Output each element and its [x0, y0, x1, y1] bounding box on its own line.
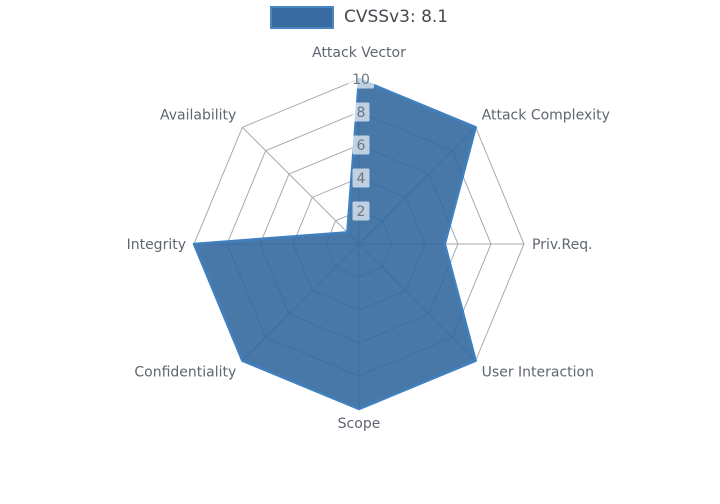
legend-label: CVSSv3: 8.1 — [344, 7, 449, 27]
axis-label-scope: Scope — [338, 416, 381, 432]
legend-swatch — [270, 6, 334, 29]
radar-series-polygon — [192, 77, 477, 411]
tick-bbox — [348, 69, 374, 89]
axis-label-confidentiality: Confidentiality — [134, 365, 236, 381]
axis-label-availability: Availability — [160, 107, 236, 123]
axis-label-integrity: Integrity — [127, 237, 186, 253]
tick-bbox — [352, 135, 370, 155]
tick-bbox — [352, 201, 370, 221]
tick-bbox — [352, 168, 370, 188]
axis-label-attack-vector: Attack Vector — [312, 45, 406, 61]
axis-label-user-interaction: User Interaction — [482, 365, 594, 381]
tick-bbox — [352, 102, 370, 122]
tick-label-6: 6 — [357, 138, 366, 154]
axis-label-attack-complexity: Attack Complexity — [482, 107, 610, 123]
legend: CVSSv3: 8.1 — [270, 6, 448, 29]
tick-label-10: 10 — [352, 72, 370, 88]
axis-label-priv-req-: Priv.Req. — [532, 237, 593, 253]
tick-label-8: 8 — [357, 105, 366, 121]
radar-spoke — [241, 126, 360, 245]
tick-label-2: 2 — [357, 204, 366, 220]
tick-label-4: 4 — [357, 171, 366, 187]
